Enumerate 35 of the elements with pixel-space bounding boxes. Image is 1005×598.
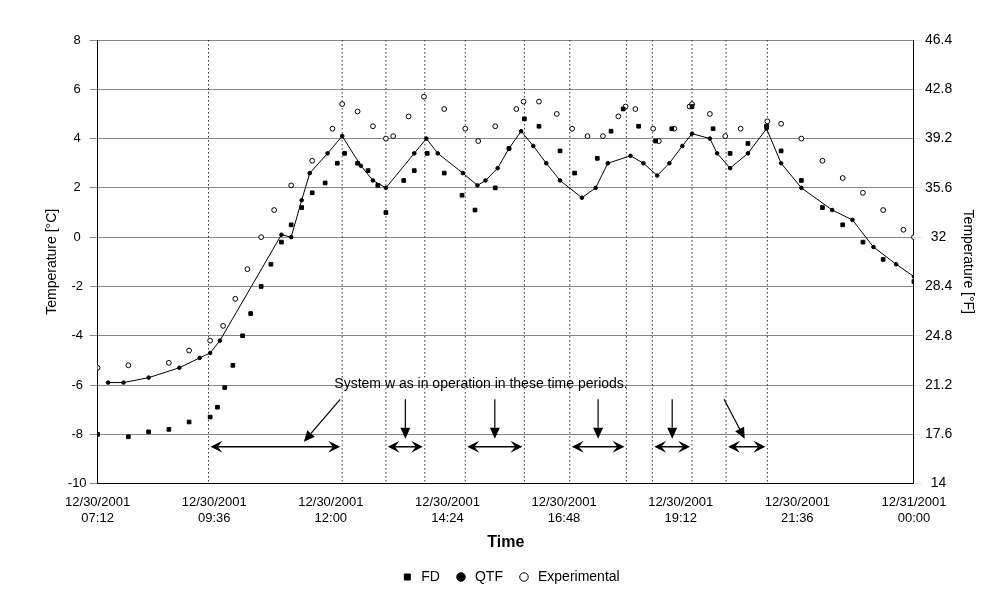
y-tick-label: -2 (71, 278, 83, 294)
x-tick-label: 12/30/2001 14:24 (414, 493, 480, 525)
y-tick-label: 0 (73, 228, 81, 244)
x-tick-label: 12/30/2001 09:36 (181, 493, 247, 525)
y2-tick-label: 42.8 (924, 80, 953, 97)
y2-tick-label: 17.6 (924, 425, 953, 442)
y-tick-label: -6 (71, 376, 83, 392)
y2-tick-label: 35.6 (924, 178, 953, 195)
x-tick-label: 12/30/2001 07:12 (65, 493, 131, 525)
x-axis-title: Time (487, 532, 525, 550)
y-tick-label: -8 (71, 425, 83, 441)
y2-tick-label: 28.4 (924, 277, 953, 294)
x-tick-label: 12/30/2001 12:00 (298, 493, 364, 525)
y2-tick-label: 46.4 (924, 30, 953, 47)
x-tick-label: 12/30/2001 19:12 (648, 493, 714, 525)
y2-tick-label: 24.8 (924, 326, 953, 343)
y2-tick-label: 21.2 (924, 375, 953, 392)
legend-label: FD (421, 567, 440, 584)
y-tick-label: 6 (73, 80, 81, 96)
y-tick-label: -4 (71, 327, 83, 343)
legend-label: Experimental (537, 567, 620, 584)
y2-tick-label: 39.2 (924, 129, 953, 146)
annotation: System w as in operation in these time periods. (334, 374, 628, 391)
y2-axis-title: Temperature [°F] (960, 209, 977, 315)
legend-label: QTF (474, 567, 503, 584)
x-tick-label: 12/31/2001 00:00 (881, 493, 947, 525)
y-tick-label: -10 (67, 475, 87, 491)
y2-tick-label: 14 (930, 474, 947, 491)
x-tick-label: 12/30/2001 16:48 (531, 493, 597, 525)
y-axis-title: Temperature [°C] (43, 208, 60, 315)
y2-tick-label: 32 (930, 228, 947, 245)
y-tick-label: 2 (73, 179, 81, 195)
y-tick-label: 4 (73, 130, 81, 146)
y-tick-label: 8 (73, 31, 81, 47)
x-tick-label: 12/30/2001 21:36 (764, 493, 830, 525)
